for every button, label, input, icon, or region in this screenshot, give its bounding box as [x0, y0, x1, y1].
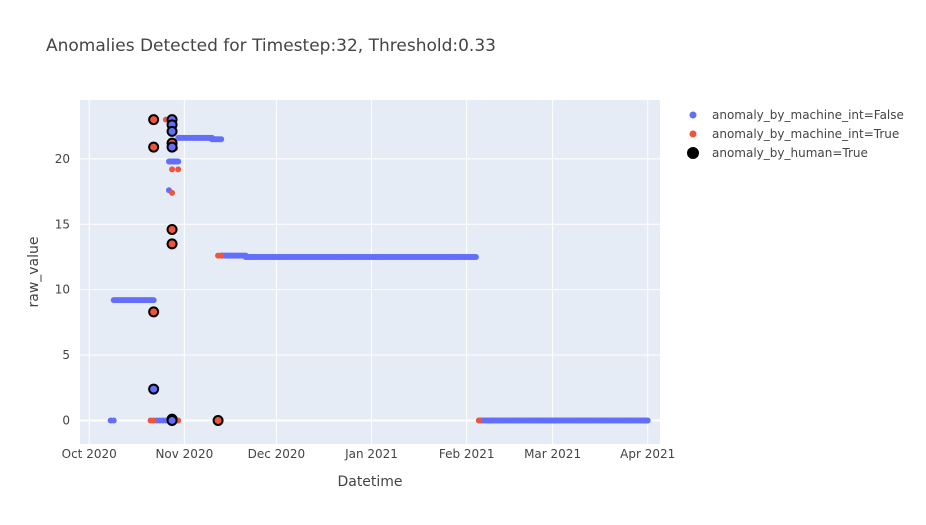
data-point: [644, 417, 651, 424]
x-tick-label: Feb 2021: [439, 447, 495, 461]
data-point: [218, 136, 225, 143]
chart-title: Anomalies Detected for Timestep:32, Thre…: [46, 36, 496, 56]
human-anomaly-point: [166, 414, 178, 426]
human-anomaly-point: [148, 306, 160, 318]
legend-marker: [689, 111, 697, 119]
data-point: [110, 417, 117, 424]
x-tick-label: Apr 2021: [620, 447, 675, 461]
x-tick-label: Mar 2021: [524, 447, 581, 461]
data-point: [175, 166, 182, 173]
human-anomaly-point: [166, 223, 178, 235]
data-point: [169, 166, 176, 173]
series-anomaly_by_human=True: [148, 114, 224, 426]
plot-background: [80, 100, 660, 444]
human-anomaly-point: [148, 383, 160, 395]
human-anomaly-point: [212, 414, 224, 426]
human-anomaly-point: [166, 141, 178, 153]
x-tick-label: Oct 2020: [62, 447, 117, 461]
human-anomaly-point: [148, 114, 160, 126]
data-point: [472, 253, 479, 260]
series-anomaly_by_machine_int=False: [107, 134, 651, 424]
x-axis-title: Datetime: [337, 474, 402, 490]
y-tick-label: 0: [62, 413, 70, 427]
x-axis-ticks: Oct 2020 Nov 2020 Dec 2020 Jan 2021 Feb 2021…: [62, 447, 676, 461]
legend: anomaly_by_machine_int=False anomaly_by_m…: [687, 108, 904, 160]
data-point: [150, 417, 157, 424]
data-point: [218, 252, 225, 259]
legend-entry: anomaly_by_machine_int=True: [712, 127, 899, 141]
y-tick-label: 15: [55, 217, 70, 231]
human-anomaly-point: [148, 141, 160, 153]
human-anomaly-point: [166, 238, 178, 250]
x-tick-label: Dec 2020: [248, 447, 306, 461]
data-point: [175, 158, 182, 165]
x-tick-label: Jan 2021: [344, 447, 398, 461]
x-tick-label: Nov 2020: [155, 447, 213, 461]
data-point: [475, 417, 482, 424]
legend-entry: anomaly_by_machine_int=False: [712, 108, 904, 122]
data-marks: [107, 114, 651, 426]
y-axis-ticks: 0 5 10 15 20: [55, 152, 70, 428]
y-tick-label: 5: [62, 348, 70, 362]
y-axis-title: raw_value: [26, 236, 42, 307]
human-anomaly-point: [166, 125, 178, 137]
legend-marker: [689, 130, 697, 138]
y-tick-label: 20: [55, 152, 70, 166]
legend-marker: [687, 147, 699, 159]
data-point: [169, 189, 176, 196]
y-tick-label: 10: [55, 283, 70, 297]
legend-entry: anomaly_by_human=True: [712, 146, 868, 160]
data-point: [150, 297, 157, 304]
